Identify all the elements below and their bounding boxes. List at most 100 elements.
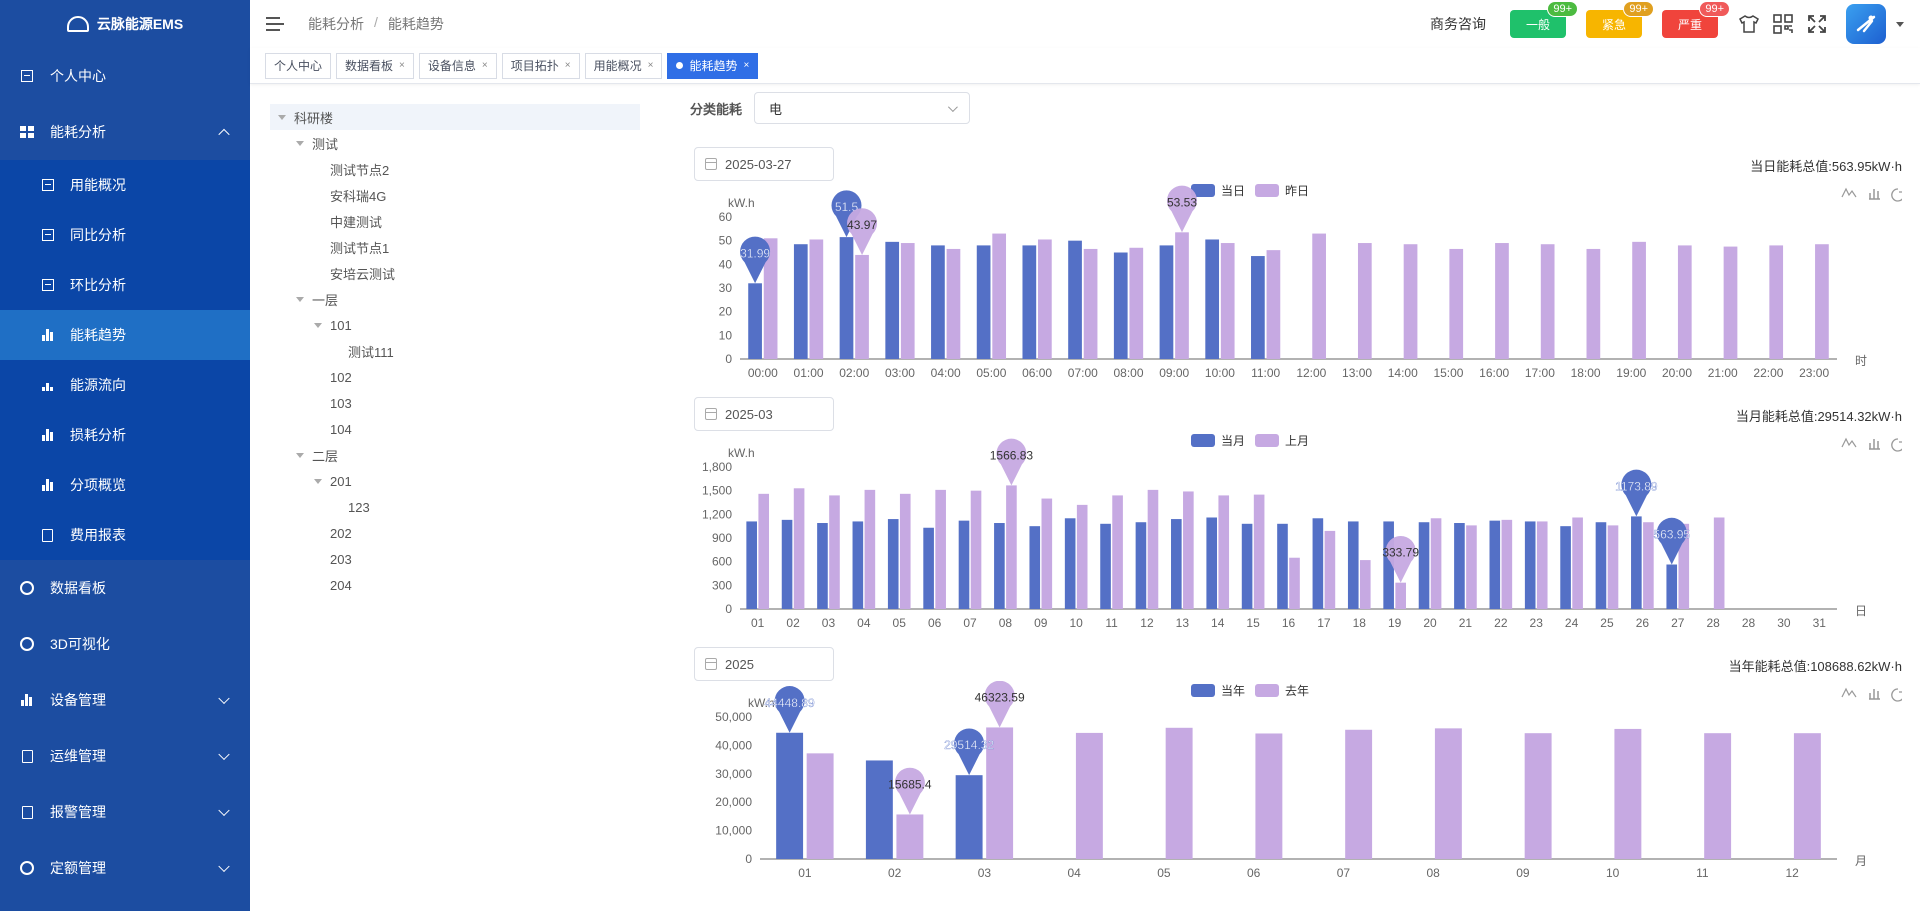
bar[interactable] xyxy=(1418,522,1430,609)
max-min-marker[interactable]: 46323.59 xyxy=(975,681,1025,728)
tree-node[interactable]: 203 xyxy=(270,546,640,572)
bar[interactable] xyxy=(992,233,1007,359)
category-select[interactable]: 电 xyxy=(754,92,971,124)
bar-chart-icon[interactable] xyxy=(1869,689,1880,700)
caret-down-icon[interactable] xyxy=(296,140,304,146)
sidebar-item[interactable]: 个人中心 xyxy=(0,48,250,104)
bar[interactable] xyxy=(1434,728,1462,859)
bar[interactable] xyxy=(1266,250,1281,359)
refresh-icon[interactable] xyxy=(1891,688,1902,702)
refresh-icon[interactable] xyxy=(1891,438,1902,452)
tree-node[interactable]: 测试 xyxy=(270,130,640,156)
bar[interactable] xyxy=(1255,733,1283,859)
bar[interactable] xyxy=(1241,523,1253,609)
legend-swatch[interactable] xyxy=(1191,184,1215,197)
close-icon[interactable]: × xyxy=(564,60,571,71)
bar[interactable] xyxy=(1100,523,1111,609)
bar[interactable] xyxy=(896,814,924,859)
bar[interactable] xyxy=(1632,241,1646,359)
bar[interactable] xyxy=(1312,233,1326,359)
bar[interactable] xyxy=(746,521,757,609)
bar[interactable] xyxy=(1006,485,1017,609)
fullscreen-icon[interactable] xyxy=(1806,13,1828,35)
bar[interactable] xyxy=(1171,519,1182,609)
tree-node[interactable]: 202 xyxy=(270,520,640,546)
bar[interactable] xyxy=(1129,247,1144,359)
bar[interactable] xyxy=(899,493,911,609)
bar[interactable] xyxy=(1631,516,1642,609)
tree-node[interactable]: 测试节点2 xyxy=(270,156,640,182)
caret-down-icon[interactable] xyxy=(278,114,286,120)
bar[interactable] xyxy=(1704,733,1732,859)
bar[interactable] xyxy=(852,521,864,609)
submenu-item[interactable]: 同比分析 xyxy=(0,210,250,260)
bar[interactable] xyxy=(865,760,893,859)
bar[interactable] xyxy=(923,527,934,609)
bar[interactable] xyxy=(1595,522,1607,609)
bar[interactable] xyxy=(1253,494,1265,609)
bar[interactable] xyxy=(935,489,946,609)
bar[interactable] xyxy=(1586,248,1601,359)
submenu-item[interactable]: 费用报表 xyxy=(0,510,250,560)
max-min-marker[interactable]: 29514.32 xyxy=(944,728,995,776)
bar[interactable] xyxy=(1205,239,1220,359)
max-min-marker[interactable]: 1566.83 xyxy=(990,438,1034,486)
sidebar-item[interactable]: 3D可视化 xyxy=(0,616,250,672)
bar[interactable] xyxy=(1068,240,1082,359)
bar[interactable] xyxy=(1395,582,1406,609)
bar[interactable] xyxy=(1614,728,1642,859)
bar[interactable] xyxy=(1147,489,1159,609)
bar[interactable] xyxy=(1666,564,1678,609)
bar[interactable] xyxy=(1607,525,1619,609)
bar[interactable] xyxy=(1022,245,1037,359)
bar[interactable] xyxy=(806,753,834,859)
bar[interactable] xyxy=(1501,519,1513,609)
bar[interactable] xyxy=(1083,248,1098,359)
business-consult-link[interactable]: 商务咨询 xyxy=(1430,16,1486,32)
date-picker[interactable]: 2025-03 xyxy=(694,397,834,431)
tree-node[interactable]: 安科瑞4G xyxy=(270,182,640,208)
bar[interactable] xyxy=(1159,245,1174,359)
bar[interactable] xyxy=(1524,733,1552,859)
max-min-marker[interactable]: 1173.89 xyxy=(1615,469,1658,517)
bar[interactable] xyxy=(976,245,991,359)
tree-node[interactable]: 中建测试 xyxy=(270,208,640,234)
tree-node[interactable]: 204 xyxy=(270,572,640,598)
line-chart-icon[interactable] xyxy=(1841,687,1857,698)
bar[interactable] xyxy=(1489,520,1501,609)
caret-down-icon[interactable] xyxy=(296,296,304,302)
bar[interactable] xyxy=(776,732,804,859)
bar[interactable] xyxy=(809,239,824,359)
bar[interactable] xyxy=(1357,243,1372,359)
close-icon[interactable]: × xyxy=(647,60,654,71)
bar[interactable] xyxy=(1218,495,1230,609)
tree-node[interactable]: 123 xyxy=(270,494,640,520)
bar[interactable] xyxy=(793,244,808,359)
bar[interactable] xyxy=(1135,522,1147,609)
bar[interactable] xyxy=(970,490,982,609)
bar[interactable] xyxy=(1677,245,1692,359)
user-menu-caret-icon[interactable] xyxy=(1896,21,1904,27)
bar[interactable] xyxy=(1175,232,1189,359)
bar[interactable] xyxy=(1815,244,1829,359)
submenu-item[interactable]: 用能概况 xyxy=(0,160,250,210)
sidebar-item[interactable]: 报警管理 xyxy=(0,784,250,840)
submenu-item[interactable]: 环比分析 xyxy=(0,260,250,310)
tree-node[interactable]: 安培云测试 xyxy=(270,260,640,286)
bar[interactable] xyxy=(958,520,970,609)
bar[interactable] xyxy=(829,495,840,609)
bar[interactable] xyxy=(1430,518,1442,609)
legend-swatch[interactable] xyxy=(1191,434,1215,447)
theme-shirt-icon[interactable] xyxy=(1738,13,1760,35)
tree-node[interactable]: 测试节点1 xyxy=(270,234,640,260)
tree-node[interactable]: 科研楼 xyxy=(270,104,640,130)
tab[interactable]: 数据看板 × xyxy=(336,52,414,79)
user-avatar[interactable] xyxy=(1846,4,1886,44)
alarm-button[interactable]: 紧急 99+ xyxy=(1586,1,1654,38)
max-min-marker[interactable]: 333.79 xyxy=(1382,535,1419,583)
sidebar-item[interactable]: 运维管理 xyxy=(0,728,250,784)
close-icon[interactable]: × xyxy=(743,60,750,71)
sidebar-item[interactable]: 设备管理 xyxy=(0,672,250,728)
bar[interactable] xyxy=(1345,729,1373,859)
bar[interactable] xyxy=(1793,733,1821,859)
